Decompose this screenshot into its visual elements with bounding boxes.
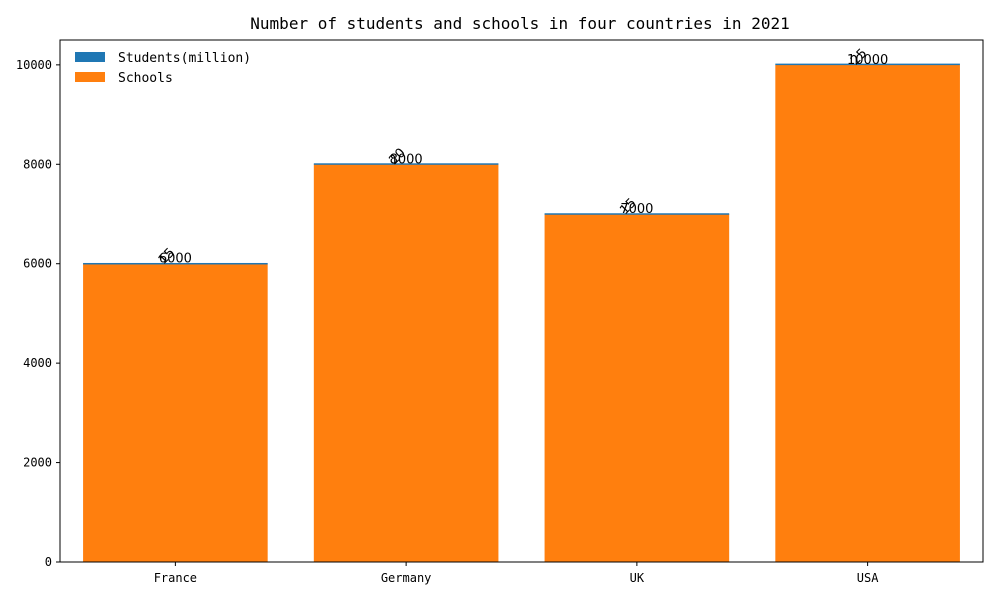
x-tick-label-france: France	[154, 571, 197, 585]
y-tick-label-2000: 2000	[23, 456, 52, 470]
bar-students-france	[83, 262, 268, 265]
bar-students-germany	[313, 163, 499, 165]
bar-students-usa	[775, 63, 960, 66]
data-label-schools-uk: 7000	[620, 202, 653, 217]
bars-layer	[83, 63, 960, 563]
x-tick-label-usa: USA	[857, 571, 879, 585]
y-tick-label-6000: 6000	[23, 257, 52, 271]
data-label-schools-germany: 8000	[390, 152, 423, 167]
plot-frame	[59, 39, 984, 563]
y-tick-label-8000: 8000	[23, 157, 52, 171]
y-axis: 0 2000 4000 6000 8000 10000	[16, 58, 60, 569]
bar-schools-germany	[313, 164, 499, 563]
legend-label-schools: Schools	[118, 71, 173, 86]
data-label-schools-usa: 10000	[847, 53, 888, 68]
legend-swatch-schools	[75, 72, 105, 82]
x-tick-label-germany: Germany	[381, 571, 432, 585]
bar-schools-france	[83, 263, 268, 562]
legend-label-students: Students(million)	[118, 51, 251, 66]
chart-title: Number of students and schools in four c…	[250, 14, 789, 33]
legend: Students(million) Schools	[75, 51, 251, 86]
y-tick-label-4000: 4000	[23, 356, 52, 370]
legend-swatch-students	[75, 52, 105, 62]
bar-schools-usa	[775, 64, 960, 562]
x-axis: France Germany UK USA	[154, 562, 879, 585]
bar-schools-uk	[544, 214, 730, 562]
y-tick-label-0: 0	[45, 555, 52, 569]
x-tick-label-uk: UK	[630, 571, 645, 585]
y-tick-label-10000: 10000	[16, 58, 52, 72]
data-label-schools-france: 6000	[159, 252, 192, 267]
bar-students-uk	[544, 213, 730, 215]
